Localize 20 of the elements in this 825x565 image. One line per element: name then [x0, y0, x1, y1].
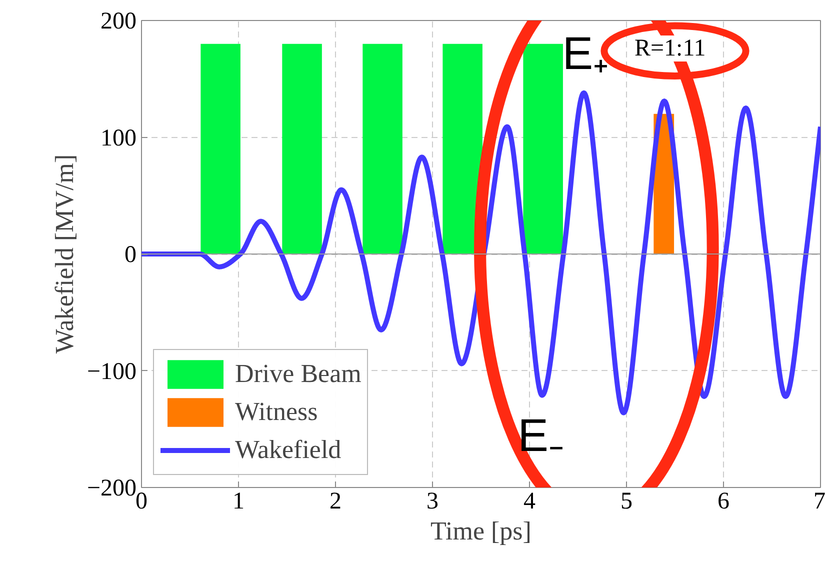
x-tick-label: 4 [524, 488, 536, 514]
y-axis-title: Wakefield [MV/m] [50, 154, 79, 354]
x-tick-label: 7 [814, 488, 825, 514]
x-tick-label: 3 [426, 488, 438, 514]
y-tick-label: −200 [86, 476, 137, 502]
annotation: E₋ [518, 408, 564, 461]
x-tick-label: 2 [330, 488, 342, 514]
y-tick-label: −100 [86, 358, 137, 385]
y-tick-label: 200 [100, 8, 136, 34]
x-axis-title: Time [ps] [430, 516, 532, 546]
legend-label: Drive Beam [235, 359, 362, 389]
y-tick-label: 0 [124, 242, 136, 268]
y-tick-label: 100 [100, 125, 136, 152]
legend-label: Wakefield [235, 435, 342, 465]
annotation: E₊ [562, 27, 610, 80]
x-tick-label: 6 [718, 488, 730, 514]
x-tick-label: 5 [620, 488, 632, 514]
annotation: R=1:11 [634, 36, 706, 62]
x-tick-label: 1 [232, 488, 244, 514]
legend-label: Witness [235, 397, 318, 427]
